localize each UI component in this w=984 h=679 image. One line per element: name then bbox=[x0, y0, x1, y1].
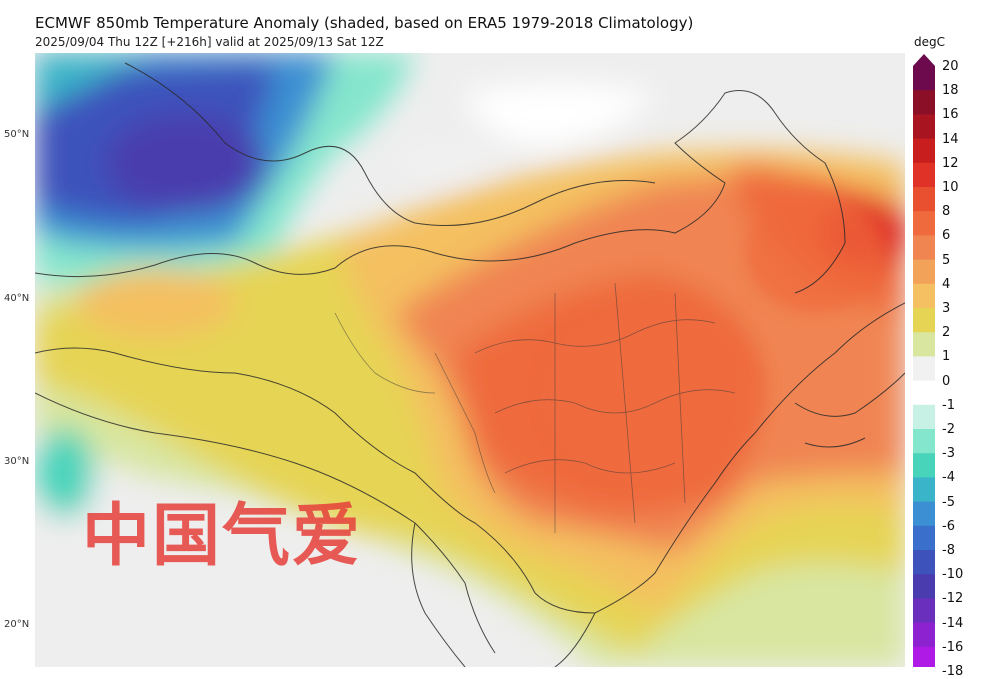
colorbar-tick-label: 6 bbox=[942, 228, 951, 244]
colorbar-tick-label: -16 bbox=[942, 639, 964, 655]
colorbar-swatch bbox=[913, 598, 935, 624]
colorbar-swatch bbox=[913, 162, 935, 188]
colorbar-swatch bbox=[913, 501, 935, 527]
colorbar-swatch bbox=[913, 259, 935, 285]
colorbar-swatch bbox=[913, 114, 935, 140]
colorbar-swatch bbox=[913, 138, 935, 164]
lat-label-50n: 50°N bbox=[4, 129, 30, 140]
lat-label-30n: 30°N bbox=[4, 456, 30, 467]
colorbar-tick-label: -18 bbox=[942, 664, 964, 679]
colorbar-tick-label: 20 bbox=[942, 59, 959, 74]
colorbar-swatch bbox=[913, 622, 935, 648]
colorbar-tick-label: 8 bbox=[942, 204, 951, 220]
colorbar-top-arrow bbox=[913, 54, 935, 66]
colorbar-tick-label: 5 bbox=[942, 252, 951, 268]
chart-title: ECMWF 850mb Temperature Anomaly (shaded,… bbox=[35, 14, 694, 32]
colorbar-tick-label: 14 bbox=[942, 131, 959, 147]
colorbar-swatch bbox=[913, 308, 935, 333]
colorbar-tick-label: 0 bbox=[942, 373, 951, 389]
colorbar-swatch bbox=[913, 550, 935, 575]
colorbar-tick-label: 10 bbox=[942, 180, 959, 195]
colorbar-tick-label: -3 bbox=[942, 446, 955, 462]
colorbar-tick-label: 12 bbox=[942, 155, 959, 171]
colorbar-swatch bbox=[913, 211, 935, 236]
colorbar-tick-label: -8 bbox=[942, 543, 955, 558]
colorbar-tick-label: -1 bbox=[942, 397, 955, 413]
colorbar-tick-label: 4 bbox=[942, 276, 951, 292]
colorbar-swatch bbox=[913, 235, 935, 261]
colorbar-tick-label: -14 bbox=[942, 615, 964, 631]
colorbar-swatch bbox=[913, 429, 935, 454]
colorbar-swatch bbox=[913, 525, 935, 551]
colorbar-swatch bbox=[913, 66, 935, 91]
colorbar-tick-label: -2 bbox=[942, 422, 955, 437]
colorbar bbox=[913, 54, 935, 667]
colorbar-swatch bbox=[913, 404, 935, 430]
colorbar-tick-label: -10 bbox=[942, 567, 964, 583]
colorbar-swatch bbox=[913, 453, 935, 478]
colorbar-swatch bbox=[913, 187, 935, 212]
colorbar-tick-label: 2 bbox=[942, 325, 951, 341]
colorbar-swatch bbox=[913, 332, 935, 357]
colorbar-tick-label: -5 bbox=[942, 494, 955, 510]
colorbar-swatch bbox=[913, 380, 935, 406]
colorbar-unit: degC bbox=[914, 35, 945, 49]
colorbar-swatch bbox=[913, 646, 935, 667]
colorbar-tick-label: -12 bbox=[942, 591, 964, 607]
colorbar-tick-label: 18 bbox=[942, 83, 959, 99]
colorbar-tick-label: 16 bbox=[942, 107, 959, 123]
colorbar-tick-label: -6 bbox=[942, 518, 955, 534]
chart-subtitle: 2025/09/04 Thu 12Z [+216h] valid at 2025… bbox=[35, 35, 384, 49]
lat-label-20n: 20°N bbox=[4, 619, 30, 630]
colorbar-swatch bbox=[913, 90, 935, 115]
colorbar-tick-label: 1 bbox=[942, 349, 951, 365]
watermark: 中国气爱 bbox=[82, 497, 363, 576]
colorbar-swatch bbox=[913, 574, 935, 599]
temperature-anomaly-map bbox=[35, 53, 905, 667]
colorbar-swatch bbox=[913, 283, 935, 309]
colorbar-tick-label: 3 bbox=[942, 301, 951, 316]
lat-label-40n: 40°N bbox=[4, 293, 30, 304]
colorbar-tick-label: -4 bbox=[942, 470, 955, 486]
colorbar-swatch bbox=[913, 356, 935, 382]
colorbar-swatch bbox=[913, 477, 935, 503]
